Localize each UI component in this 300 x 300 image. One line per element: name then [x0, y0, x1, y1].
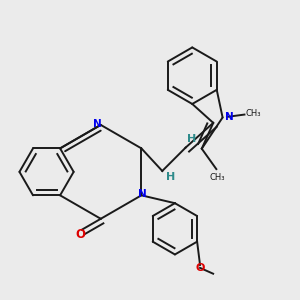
Text: O: O	[75, 229, 85, 242]
Text: CH₃: CH₃	[209, 172, 225, 182]
Text: H: H	[166, 172, 175, 182]
Text: N: N	[225, 112, 233, 122]
Text: O: O	[195, 263, 205, 274]
Text: CH₃: CH₃	[245, 110, 261, 118]
Text: N: N	[93, 119, 101, 129]
Text: H: H	[188, 134, 196, 145]
Text: N: N	[138, 189, 147, 200]
